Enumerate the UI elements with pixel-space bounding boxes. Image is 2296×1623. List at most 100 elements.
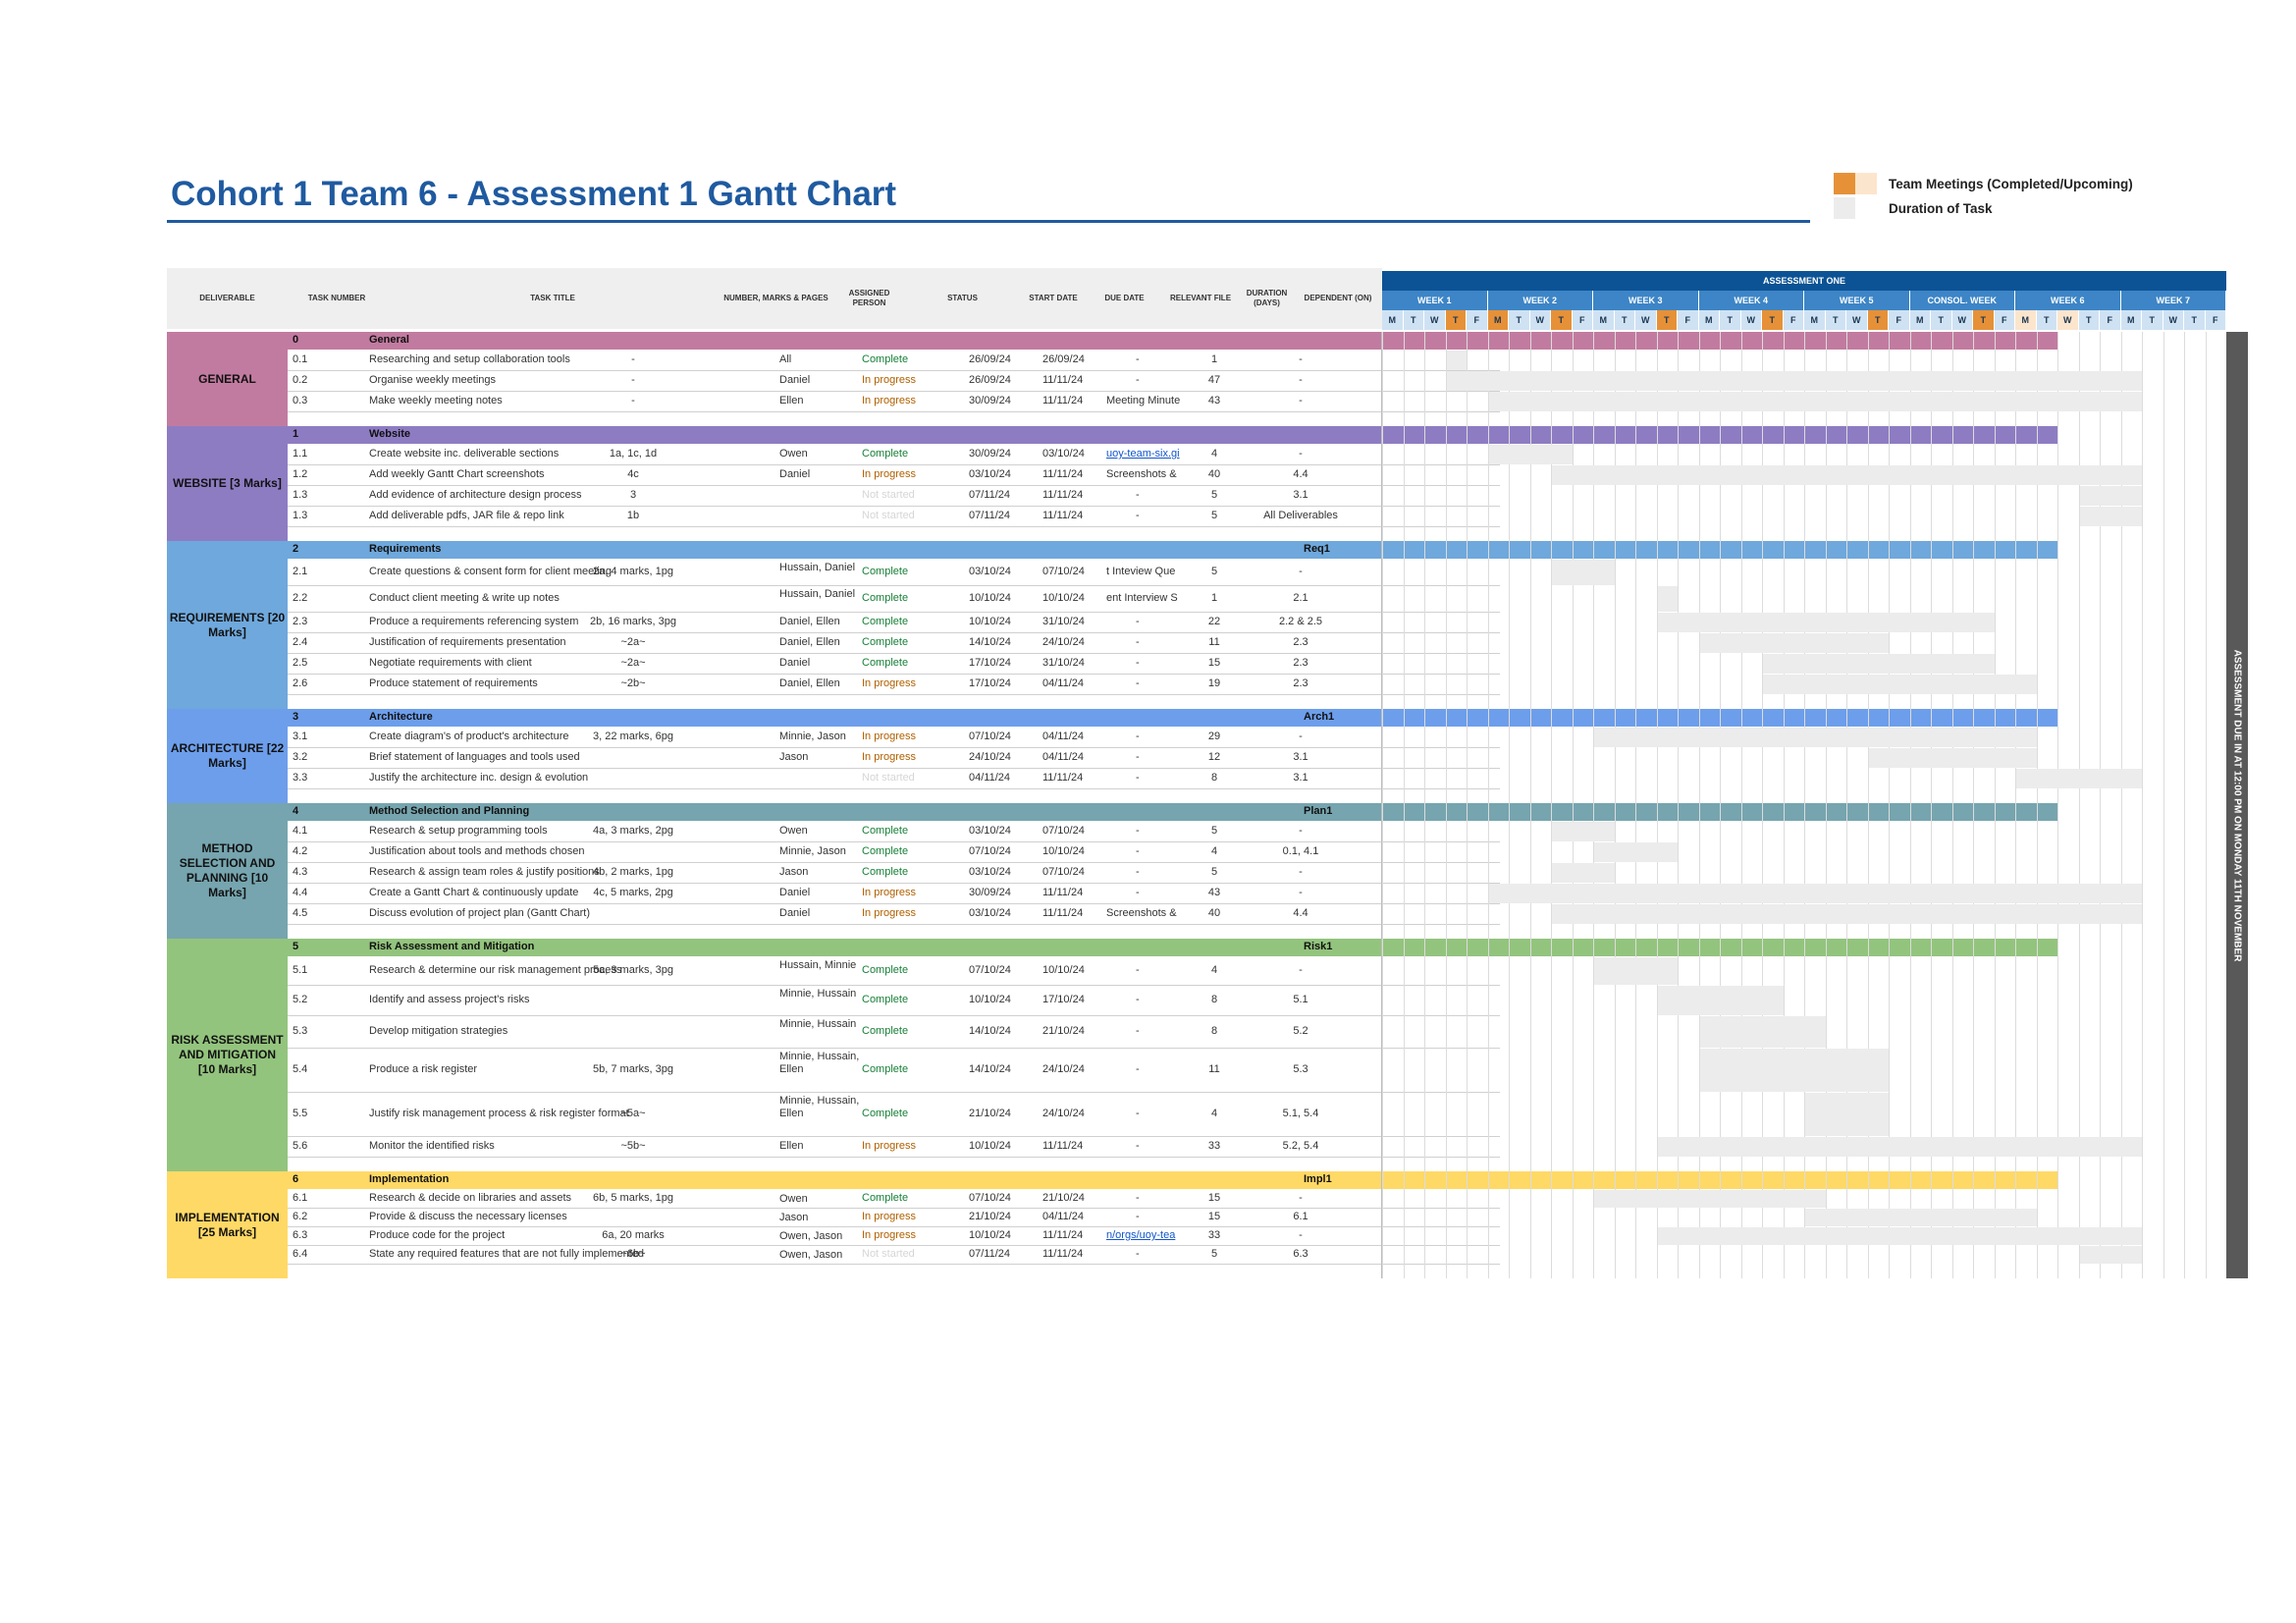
duration-bar xyxy=(1552,822,1615,841)
dependency: 2.2 & 2.5 xyxy=(1278,616,1323,627)
dependency: - xyxy=(1299,448,1303,460)
relevant-file: ent Interview S xyxy=(1106,592,1178,604)
section-label-risk: RISK ASSESSMENT AND MITIGATION [10 Marks… xyxy=(167,939,288,1171)
header-dependent: DEPENDENT (ON) xyxy=(1294,268,1382,329)
start-date: 30/09/24 xyxy=(969,395,1011,406)
relevant-file: - xyxy=(1136,964,1140,976)
header-duration: DURATION (DAYS) xyxy=(1240,268,1294,329)
task-number: 1.1 xyxy=(293,448,308,460)
assigned-person: Daniel, Ellen xyxy=(779,636,840,648)
task-title: Produce code for the project xyxy=(369,1229,506,1241)
section-reference: Impl1 xyxy=(1304,1173,1332,1185)
duration-days: 4 xyxy=(1210,845,1218,857)
section-label-method: METHOD SELECTION AND PLANNING [10 Marks] xyxy=(167,803,288,939)
header-start: START DATE xyxy=(1019,268,1088,329)
title-underline xyxy=(167,220,1810,223)
duration-bar xyxy=(1552,904,2142,924)
row-divider xyxy=(288,674,1500,675)
assigned-person: Jason xyxy=(779,1212,809,1223)
relevant-file[interactable]: uoy-team-six.gi xyxy=(1106,448,1180,460)
day-header: W xyxy=(2163,310,2184,330)
assigned-person: Daniel xyxy=(779,657,811,669)
legend-meetings-label: Team Meetings (Completed/Upcoming) xyxy=(1889,176,2133,191)
header-deliverable: DELIVERABLE xyxy=(167,268,288,329)
task-marks: ~6b~ xyxy=(620,1248,646,1260)
start-date: 10/10/24 xyxy=(969,592,1011,604)
duration-bar xyxy=(1488,884,2142,903)
task-status: Complete xyxy=(862,592,909,604)
dependency: 2.1 xyxy=(1293,592,1308,604)
timeline-gridline xyxy=(1867,332,1869,1278)
task-marks: - xyxy=(631,374,635,386)
section-label-website: WEBSITE [3 Marks] xyxy=(167,426,288,541)
duration-bar xyxy=(1657,986,1784,1015)
duration-days: 4 xyxy=(1210,448,1218,460)
duration-bar xyxy=(1594,957,1678,985)
day-header: W xyxy=(1635,310,1657,330)
row-divider xyxy=(288,612,1500,613)
header-task-number: TASK NUMBER xyxy=(288,268,386,329)
task-marks: 4c xyxy=(627,468,639,480)
start-date: 24/10/24 xyxy=(969,751,1011,763)
dependency: - xyxy=(1299,395,1303,406)
duration-days: 15 xyxy=(1207,1192,1221,1204)
dependency: 4.4 xyxy=(1293,468,1308,480)
row-divider xyxy=(288,1015,1500,1016)
timeline-gridline xyxy=(1593,332,1594,1278)
assigned-person: Daniel xyxy=(779,468,811,480)
header-due: DUE DATE xyxy=(1088,268,1161,329)
due-date: 10/10/24 xyxy=(1042,845,1085,857)
task-marks: 4a, 3 marks, 2pg xyxy=(593,825,673,837)
task-status: Complete xyxy=(862,1192,909,1204)
due-date: 11/11/24 xyxy=(1042,510,1084,521)
start-date: 14/10/24 xyxy=(969,1063,1011,1075)
task-marks: 6a, 20 marks xyxy=(602,1229,665,1241)
task-marks: ~2b~ xyxy=(620,677,646,689)
section-bar-requirements: 2 Requirements Req1 xyxy=(288,541,2058,559)
relevant-file: - xyxy=(1136,1140,1140,1152)
meeting-upcoming-swatch xyxy=(1855,173,1877,194)
timeline-gridline xyxy=(1909,332,1911,1278)
dependency: 3.1 xyxy=(1293,489,1308,501)
task-title: Negotiate requirements with client xyxy=(369,657,532,669)
timeline-gridline xyxy=(1951,332,1953,1278)
week-header-8: WEEK 7 xyxy=(2120,291,2226,310)
due-date: 24/10/24 xyxy=(1042,1108,1085,1119)
duration-days: 19 xyxy=(1207,677,1221,689)
task-status: Complete xyxy=(862,964,909,976)
task-title: Create diagram's of product's architectu… xyxy=(369,730,569,742)
duration-bar xyxy=(1488,445,1573,464)
task-status: Complete xyxy=(862,353,909,365)
duration-bar xyxy=(1552,863,1615,883)
duration-days: 5 xyxy=(1210,866,1218,878)
row-divider xyxy=(288,464,1500,465)
timeline-gridline xyxy=(1467,332,1468,1278)
duration-bar xyxy=(1805,1209,2037,1226)
duration-days: 11 xyxy=(1208,1063,1220,1075)
assigned-person: Daniel, Ellen xyxy=(779,677,840,689)
section-number: 6 xyxy=(293,1173,299,1185)
due-date: 11/11/24 xyxy=(1042,489,1084,501)
day-header: F xyxy=(1678,310,1699,330)
dependency: - xyxy=(1299,825,1303,837)
duration-days: 33 xyxy=(1207,1140,1221,1152)
row-divider xyxy=(288,747,1500,748)
week-header-5: WEEK 5 xyxy=(1804,291,1910,310)
task-number: 1.3 xyxy=(293,489,308,501)
task-title: State any required features that are not… xyxy=(369,1248,645,1260)
start-date: 14/10/24 xyxy=(969,1025,1011,1037)
section-number: 5 xyxy=(293,941,299,952)
row-divider xyxy=(288,1136,1500,1137)
task-status: In progress xyxy=(862,374,917,386)
due-date: 11/11/24 xyxy=(1042,374,1084,386)
relevant-file: - xyxy=(1136,616,1140,627)
day-header: F xyxy=(1889,310,1910,330)
task-status: In progress xyxy=(862,468,917,480)
relevant-file[interactable]: n/orgs/uoy-tea xyxy=(1106,1229,1176,1241)
due-date: 31/10/24 xyxy=(1042,657,1085,669)
timeline-gridline xyxy=(2057,332,2058,1278)
relevant-file: Screenshots & xyxy=(1106,468,1177,480)
duration-days: 40 xyxy=(1207,468,1221,480)
dependency: All Deliverables xyxy=(1263,510,1338,521)
timeline-gridline xyxy=(1846,332,1847,1278)
